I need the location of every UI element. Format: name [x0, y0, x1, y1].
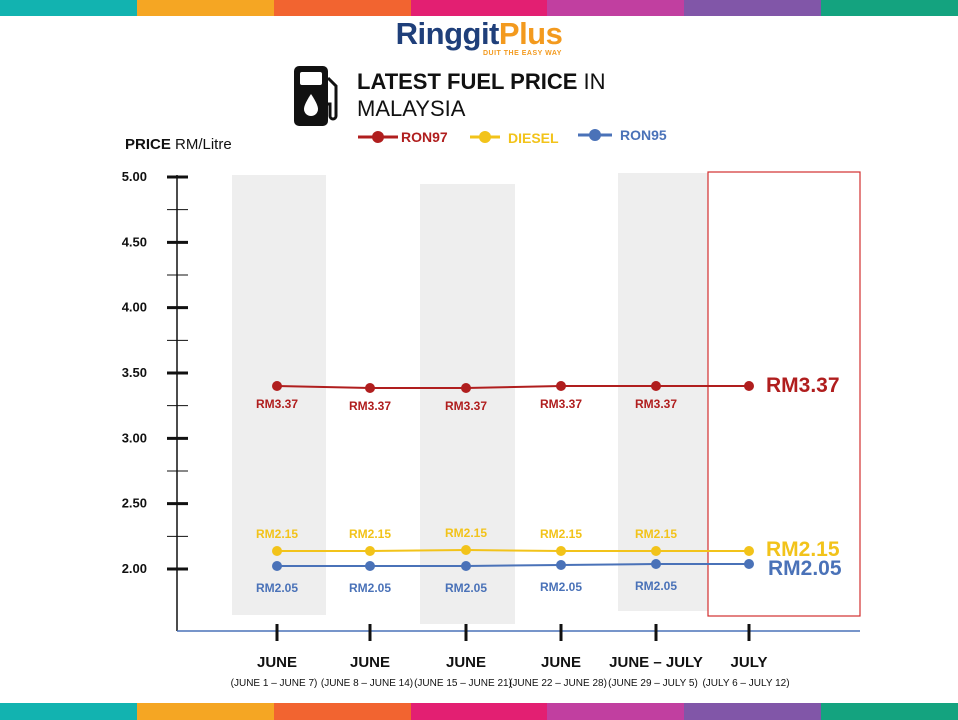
stripe-segment — [273, 0, 411, 16]
data-point-diesel — [272, 546, 282, 556]
stripe-segment — [0, 703, 137, 720]
latest-week-highlight-box — [707, 171, 861, 617]
column-band-1 — [232, 175, 326, 615]
x-subcategory-label: (JUNE 29 – JULY 5) — [608, 678, 698, 689]
data-point-ron95 — [556, 560, 566, 570]
x-tick-label: JUNE — [541, 654, 581, 671]
data-label-ron97: RM3.37 — [256, 397, 298, 411]
latest-price-label-diesel: RM2.15 — [766, 538, 840, 561]
chart-title: LATEST FUEL PRICE IN MALAYSIA — [357, 68, 606, 122]
legend-label-diesel: DIESEL — [508, 130, 559, 146]
data-label-ron95: RM2.05 — [256, 581, 298, 595]
top-color-stripe — [0, 0, 958, 16]
y-tick-label: 2.50 — [122, 496, 147, 511]
x-subcategory-label: (JUNE 8 – JUNE 14) — [321, 678, 413, 689]
data-point-diesel — [461, 545, 471, 555]
title-rest: IN — [577, 69, 606, 94]
stripe-segment — [684, 703, 822, 720]
data-point-diesel — [365, 546, 375, 556]
data-point-ron97 — [461, 383, 471, 393]
y-axis-label-unit: RM/Litre — [170, 136, 232, 153]
series-line-ron97 — [276, 385, 749, 389]
data-point-ron97 — [365, 383, 375, 393]
column-band-3 — [618, 173, 708, 611]
x-subcategory-label: (JUNE 15 – JUNE 21) — [414, 678, 512, 689]
series-line-diesel — [277, 548, 749, 552]
x-tick-label: JULY — [731, 654, 768, 671]
stripe-segment — [684, 0, 822, 16]
data-point-ron97 — [272, 381, 282, 391]
data-label-diesel: RM2.15 — [445, 526, 487, 540]
legend-marker-ron97 — [372, 131, 384, 143]
stripe-segment — [547, 703, 685, 720]
data-point-ron97 — [744, 381, 754, 391]
data-point-diesel — [556, 546, 566, 556]
x-tick-label: JUNE — [446, 654, 486, 671]
title-bold: LATEST FUEL PRICE — [357, 69, 578, 94]
data-label-diesel: RM2.15 — [349, 527, 391, 541]
latest-price-label-ron95: RM2.05 — [768, 557, 842, 580]
latest-price-label-ron97: RM3.37 — [766, 374, 840, 397]
data-point-ron95 — [365, 561, 375, 571]
y-tick-label: 4.50 — [122, 234, 147, 249]
logo-plus-text: Plus — [498, 16, 563, 51]
legend-label-ron97: RON97 — [401, 129, 448, 145]
stripe-segment — [273, 703, 411, 720]
legend-label-ron95: RON95 — [620, 127, 667, 143]
stripe-segment — [821, 703, 958, 720]
data-point-ron95 — [651, 559, 661, 569]
data-label-ron95: RM2.05 — [635, 579, 677, 593]
data-point-diesel — [651, 546, 661, 556]
y-tick-label: 4.00 — [122, 300, 147, 315]
stripe-segment — [410, 703, 548, 720]
x-tick-label: JUNE – JULY — [609, 654, 703, 671]
data-label-ron97: RM3.37 — [349, 399, 391, 413]
stripe-segment — [136, 0, 274, 16]
logo-tagline: DUIT THE EASY WAY — [483, 50, 562, 57]
data-label-ron95: RM2.05 — [445, 581, 487, 595]
x-subcategory-label: (JULY 6 – JULY 12) — [702, 678, 789, 689]
data-label-ron97: RM3.37 — [635, 397, 677, 411]
data-point-ron97 — [556, 381, 566, 391]
data-label-ron95: RM2.05 — [349, 581, 391, 595]
bottom-color-stripe — [0, 703, 958, 720]
data-label-diesel: RM2.15 — [635, 527, 677, 541]
data-point-ron97 — [651, 381, 661, 391]
y-tick-label: 5.00 — [122, 169, 147, 184]
data-label-diesel: RM2.15 — [540, 527, 582, 541]
data-label-ron95: RM2.05 — [540, 580, 582, 594]
data-point-ron95 — [744, 559, 754, 569]
data-point-ron95 — [272, 561, 282, 571]
x-tick-label: JUNE — [257, 654, 297, 671]
y-tick-label: 2.00 — [122, 561, 147, 576]
y-axis-label-bold: PRICE — [125, 136, 171, 153]
y-axis-label: PRICE RM/Litre — [125, 136, 232, 153]
data-label-diesel: RM2.15 — [256, 527, 298, 541]
data-point-diesel — [744, 546, 754, 556]
x-tick-label: JUNE — [350, 654, 390, 671]
logo-ringgit-text: Ringgit — [395, 16, 500, 51]
stripe-segment — [136, 703, 274, 720]
data-label-ron97: RM3.37 — [540, 397, 582, 411]
data-label-ron97: RM3.37 — [445, 399, 487, 413]
ringgitplus-logo: RinggitPlus DUIT THE EASY WAY — [0, 16, 958, 57]
data-point-ron95 — [461, 561, 471, 571]
legend-marker-ron95 — [589, 129, 601, 141]
series-line-ron95 — [277, 563, 749, 567]
stripe-segment — [821, 0, 958, 16]
stripe-segment — [547, 0, 685, 16]
y-tick-label: 3.50 — [122, 365, 147, 380]
legend-marker-diesel — [479, 131, 491, 143]
x-subcategory-label: (JUNE 1 – JUNE 7) — [231, 678, 318, 689]
fuel-pump-icon — [294, 66, 338, 126]
title-line2: MALAYSIA — [357, 96, 466, 121]
y-tick-label: 3.00 — [122, 430, 147, 445]
x-subcategory-label: (JUNE 22 – JUNE 28) — [509, 678, 607, 689]
stripe-segment — [410, 0, 548, 16]
stripe-segment — [0, 0, 137, 16]
